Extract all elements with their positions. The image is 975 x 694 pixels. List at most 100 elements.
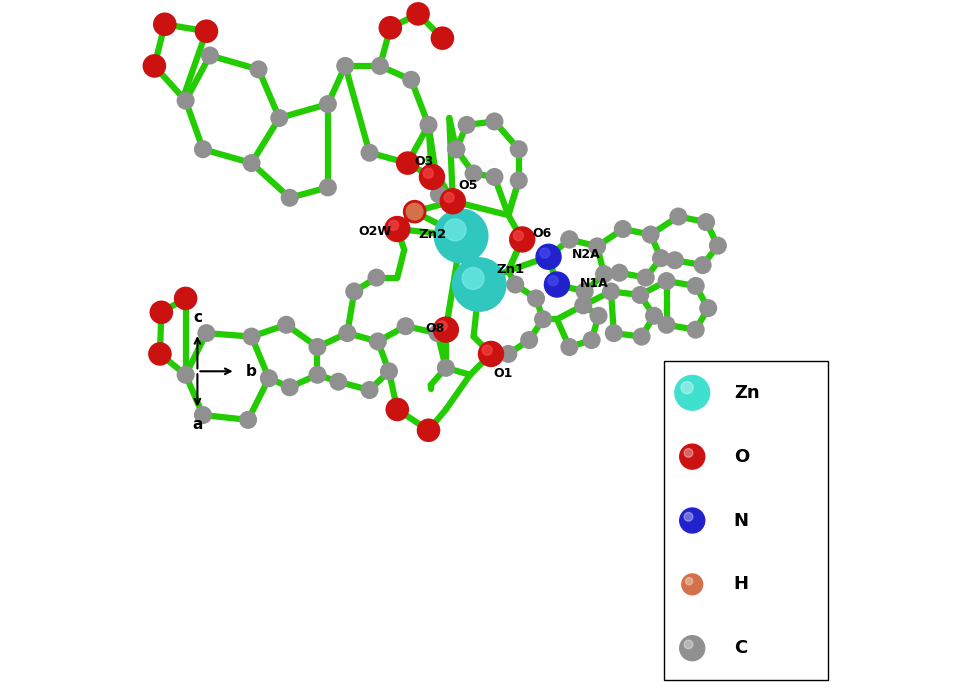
- Circle shape: [680, 508, 705, 533]
- Circle shape: [657, 272, 676, 290]
- Circle shape: [399, 154, 416, 172]
- Circle shape: [686, 321, 705, 339]
- Circle shape: [540, 248, 550, 258]
- Circle shape: [548, 276, 558, 286]
- Circle shape: [669, 208, 687, 226]
- Circle shape: [380, 362, 398, 380]
- Circle shape: [260, 369, 278, 387]
- Circle shape: [699, 299, 718, 317]
- Circle shape: [465, 164, 483, 183]
- Circle shape: [397, 317, 414, 335]
- Circle shape: [149, 301, 174, 324]
- Circle shape: [445, 219, 466, 241]
- Circle shape: [378, 16, 402, 40]
- Circle shape: [423, 168, 433, 178]
- Circle shape: [483, 345, 492, 355]
- Text: b: b: [246, 364, 256, 379]
- Circle shape: [388, 220, 399, 230]
- Circle shape: [479, 341, 503, 366]
- Circle shape: [281, 189, 298, 207]
- Circle shape: [416, 418, 441, 442]
- Circle shape: [419, 116, 438, 134]
- Circle shape: [680, 636, 705, 661]
- Circle shape: [239, 411, 257, 429]
- Circle shape: [448, 140, 465, 158]
- Circle shape: [610, 264, 628, 282]
- Circle shape: [430, 185, 448, 203]
- Circle shape: [709, 237, 727, 255]
- Circle shape: [194, 406, 212, 424]
- Text: Zn1: Zn1: [496, 263, 525, 276]
- Circle shape: [388, 400, 407, 418]
- Bar: [665, 361, 828, 680]
- Circle shape: [561, 230, 578, 248]
- Circle shape: [194, 140, 212, 158]
- Circle shape: [684, 448, 693, 457]
- Circle shape: [407, 203, 423, 220]
- Circle shape: [684, 512, 693, 521]
- Circle shape: [534, 310, 552, 328]
- Circle shape: [195, 19, 218, 43]
- Text: N2A: N2A: [572, 248, 601, 261]
- Text: a: a: [192, 417, 203, 432]
- Circle shape: [444, 192, 454, 203]
- Circle shape: [243, 328, 260, 346]
- Text: H: H: [734, 575, 749, 593]
- Circle shape: [250, 60, 267, 78]
- Circle shape: [431, 26, 454, 50]
- Text: Zn2: Zn2: [418, 228, 447, 241]
- Circle shape: [197, 324, 215, 342]
- Circle shape: [486, 112, 503, 130]
- Circle shape: [574, 296, 592, 314]
- Circle shape: [457, 116, 476, 134]
- Circle shape: [675, 375, 710, 410]
- Circle shape: [396, 151, 419, 175]
- Circle shape: [697, 213, 715, 231]
- Circle shape: [385, 217, 409, 242]
- Circle shape: [544, 272, 569, 297]
- Circle shape: [614, 220, 632, 238]
- Circle shape: [402, 71, 420, 89]
- Circle shape: [637, 269, 655, 287]
- Circle shape: [428, 324, 447, 342]
- Circle shape: [486, 168, 503, 186]
- Circle shape: [680, 444, 705, 469]
- Circle shape: [575, 282, 594, 301]
- Circle shape: [437, 359, 455, 377]
- Circle shape: [419, 421, 438, 439]
- Circle shape: [514, 230, 524, 241]
- Text: O: O: [734, 448, 749, 466]
- Circle shape: [588, 237, 606, 255]
- Circle shape: [510, 171, 527, 189]
- Circle shape: [631, 286, 649, 304]
- Circle shape: [682, 574, 703, 595]
- Text: Zn: Zn: [734, 384, 760, 402]
- Circle shape: [330, 373, 347, 391]
- Text: O8: O8: [425, 322, 445, 335]
- Text: N: N: [734, 511, 749, 530]
- Circle shape: [657, 316, 676, 334]
- Circle shape: [452, 258, 506, 311]
- Circle shape: [277, 316, 295, 334]
- Circle shape: [561, 338, 578, 356]
- Text: c: c: [193, 310, 202, 325]
- Circle shape: [361, 381, 378, 399]
- Circle shape: [153, 12, 176, 36]
- Circle shape: [590, 307, 607, 325]
- Circle shape: [645, 307, 663, 325]
- Circle shape: [684, 640, 693, 649]
- Circle shape: [448, 140, 465, 158]
- Circle shape: [361, 144, 378, 162]
- Circle shape: [369, 332, 387, 350]
- Circle shape: [595, 265, 613, 283]
- Circle shape: [338, 324, 356, 342]
- Circle shape: [681, 382, 693, 393]
- Circle shape: [561, 230, 578, 248]
- Circle shape: [308, 366, 327, 384]
- Circle shape: [407, 2, 430, 26]
- Circle shape: [403, 200, 426, 223]
- Circle shape: [176, 92, 195, 110]
- Circle shape: [435, 210, 488, 263]
- Circle shape: [243, 154, 260, 172]
- Circle shape: [270, 109, 289, 127]
